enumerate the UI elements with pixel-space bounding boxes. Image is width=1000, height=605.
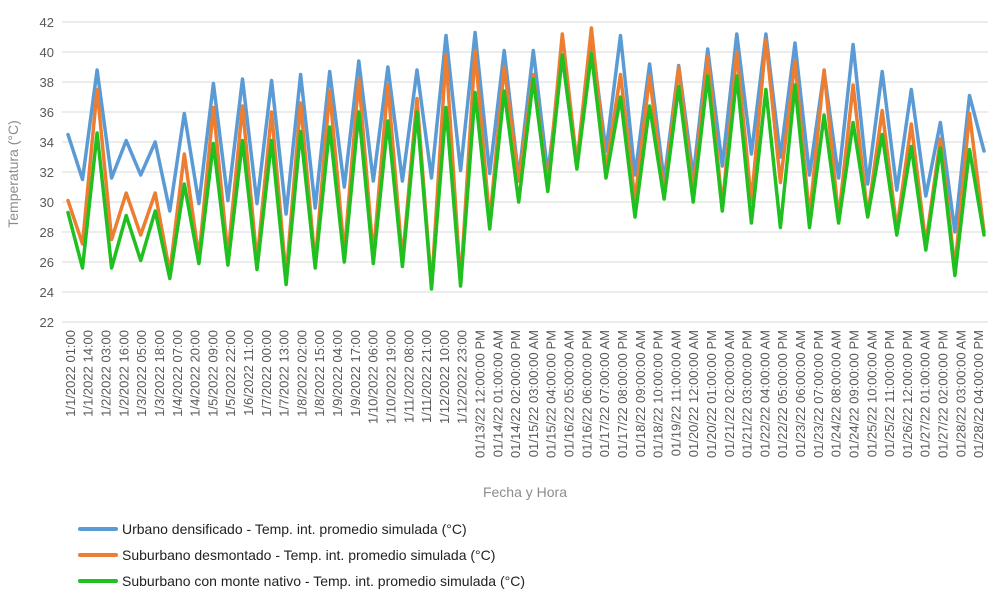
x-tick-label: 01/25/22 11:00:00 PM	[882, 330, 897, 457]
x-tick-label: 01/28/22 03:00:00 AM	[953, 330, 968, 457]
x-tick-label: 1/3/2022 18:00	[152, 330, 167, 417]
x-tick-label: 1/11/2022 08:00	[401, 330, 416, 423]
y-tick-label: 24	[40, 285, 54, 300]
x-tick-label: 1/8/2022 15:00	[312, 330, 327, 417]
legend-item-desmontado: Suburbano desmontado - Temp. int. promed…	[78, 542, 525, 568]
y-axis-ticks: 22 24 26 28 30 32 34 36 38 40 42	[40, 15, 54, 330]
x-tick-label: 1/7/2022 13:00	[277, 330, 292, 417]
x-tick-label: 01/16/22 06:00:00 PM	[579, 330, 594, 458]
y-axis-title: Temperatura (°C)	[5, 120, 21, 228]
x-tick-label: 01/28/22 04:00:00 PM	[971, 330, 986, 458]
x-tick-label: 01/18/22 09:00:00 AM	[633, 330, 648, 457]
x-tick-label: 1/10/2022 19:00	[383, 330, 398, 424]
x-tick-label: 01/20/22 01:00:00 PM	[704, 330, 719, 458]
x-tick-label: 01/24/22 08:00:00 AM	[829, 330, 844, 457]
x-tick-label: 01/21/22 02:00:00 AM	[722, 330, 737, 457]
x-tick-label: 1/9/2022 04:00	[330, 330, 345, 417]
x-tick-label: 01/16/22 05:00:00 AM	[562, 330, 577, 457]
x-tick-label: 01/14/22 02:00:00 PM	[508, 330, 523, 458]
series-line-suburbano-monte-nativo	[66, 51, 986, 291]
x-tick-label: 01/26/22 12:00:00 PM	[900, 330, 915, 458]
legend: Urbano densificado - Temp. int. promedio…	[78, 516, 525, 594]
x-tick-label: 1/1/2022 01:00	[63, 330, 78, 417]
y-tick-label: 34	[40, 135, 54, 150]
x-axis-ticks: 1/1/2022 01:00 1/1/2022 14:00 1/2/2022 03:…	[63, 330, 986, 458]
y-tick-label: 38	[40, 75, 54, 90]
x-tick-label: 1/12/2022 23:00	[455, 330, 470, 424]
x-tick-label: 1/7/2022 00:00	[259, 330, 274, 417]
y-tick-label: 28	[40, 225, 54, 240]
x-tick-label: 1/6/2022 11:00	[241, 330, 256, 416]
x-tick-label: 1/10/2022 06:00	[366, 330, 381, 424]
x-tick-label: 1/8/2022 02:00	[294, 330, 309, 417]
x-tick-label: 01/14/22 01:00:00 AM	[490, 330, 505, 457]
legend-item-monte-nativo: Suburbano con monte nativo - Temp. int. …	[78, 568, 525, 594]
y-tick-label: 42	[40, 15, 54, 30]
legend-item-urbano: Urbano densificado - Temp. int. promedio…	[78, 516, 525, 542]
x-tick-label: 01/21/22 03:00:00 PM	[740, 330, 755, 458]
x-tick-label: 01/27/22 02:00:00 PM	[935, 330, 950, 458]
y-tick-label: 40	[40, 45, 54, 60]
x-tick-label: 1/5/2022 09:00	[205, 330, 220, 417]
y-tick-label: 22	[40, 315, 54, 330]
x-tick-label: 01/17/22 08:00:00 PM	[615, 330, 630, 458]
legend-swatch-monte-nativo	[78, 579, 118, 583]
x-tick-label: 1/2/2022 16:00	[116, 330, 131, 417]
x-tick-label: 01/25/22 10:00:00 AM	[864, 330, 879, 457]
x-tick-label: 01/19/22 11:00:00 AM	[668, 330, 683, 456]
x-tick-label: 01/24/22 09:00:00 PM	[846, 330, 861, 458]
legend-swatch-urbano	[78, 527, 118, 531]
x-tick-label: 01/20/22 12:00:00 AM	[686, 330, 701, 457]
x-tick-label: 1/2/2022 03:00	[99, 330, 114, 417]
legend-swatch-desmontado	[78, 553, 118, 557]
legend-label-desmontado: Suburbano desmontado - Temp. int. promed…	[122, 547, 496, 563]
x-tick-label: 01/15/22 03:00:00 AM	[526, 330, 541, 457]
x-tick-label: 01/13/22 12:00:00 PM	[472, 330, 487, 458]
y-tick-label: 32	[40, 165, 54, 180]
legend-label-monte-nativo: Suburbano con monte nativo - Temp. int. …	[122, 573, 525, 589]
x-tick-label: 1/3/2022 05:00	[134, 330, 149, 417]
x-tick-label: 1/4/2022 07:00	[170, 330, 185, 417]
x-tick-label: 01/22/22 05:00:00 PM	[775, 330, 790, 458]
y-tick-label: 30	[40, 195, 54, 210]
x-tick-label: 1/9/2022 17:00	[348, 330, 363, 417]
y-tick-label: 26	[40, 255, 54, 270]
legend-label-urbano: Urbano densificado - Temp. int. promedio…	[122, 521, 467, 537]
x-tick-label: 01/18/22 10:00:00 PM	[651, 330, 666, 458]
x-tick-label: 1/1/2022 14:00	[81, 330, 96, 417]
x-tick-label: 01/27/22 01:00:00 AM	[918, 330, 933, 457]
x-tick-label: 01/22/22 04:00:00 AM	[757, 330, 772, 457]
x-tick-label: 1/11/2022 21:00	[419, 330, 434, 423]
x-tick-label: 01/15/22 04:00:00 PM	[544, 330, 559, 458]
series-line-urbano-densificado	[66, 30, 986, 234]
y-tick-label: 36	[40, 105, 54, 120]
x-tick-label: 01/17/22 07:00:00 AM	[597, 330, 612, 457]
x-tick-label: 1/5/2022 22:00	[223, 330, 238, 417]
x-tick-label: 01/23/22 06:00:00 AM	[793, 330, 808, 457]
x-tick-label: 1/12/2022 10:00	[437, 330, 452, 424]
x-axis-title: Fecha y Hora	[483, 484, 567, 500]
series-lines	[66, 26, 986, 291]
x-tick-label: 1/4/2022 20:00	[188, 330, 203, 417]
x-tick-label: 01/23/22 07:00:00 PM	[811, 330, 826, 458]
